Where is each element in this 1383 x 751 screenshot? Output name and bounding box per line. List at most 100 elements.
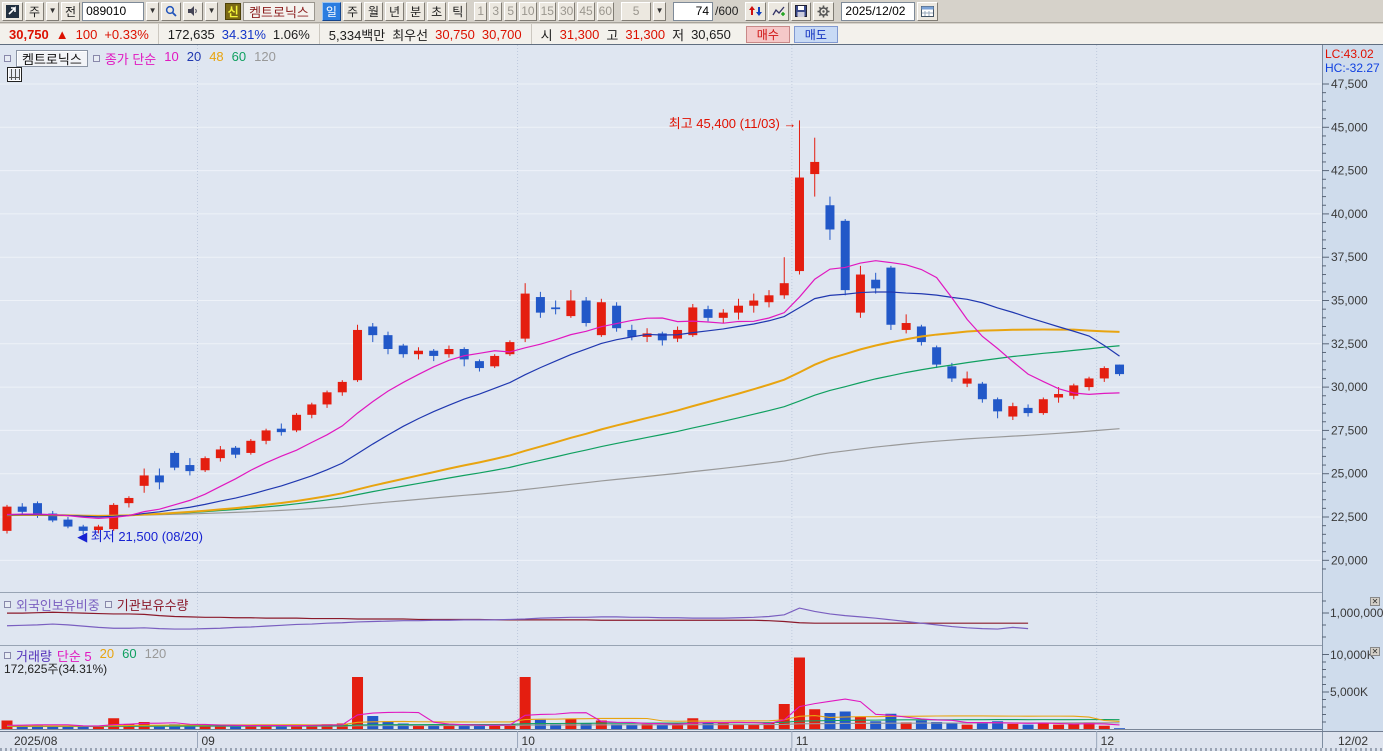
volume-pane[interactable]	[0, 645, 1322, 731]
low-price: 30,650	[691, 26, 731, 42]
open-label: 시	[540, 27, 553, 43]
interval-30-button[interactable]: 30	[557, 1, 576, 21]
legend-item: 20	[99, 646, 115, 661]
legend-item: 10	[164, 49, 179, 64]
close-icon: ✕	[1371, 646, 1379, 656]
prev-stock-button[interactable]: 전	[61, 1, 81, 21]
credit-badge: 신	[225, 2, 242, 20]
calendar-button[interactable]	[917, 1, 939, 21]
chevron-down-icon: ▼	[48, 6, 57, 15]
speaker-icon	[188, 6, 197, 16]
interval-1-button[interactable]: 1	[474, 1, 488, 21]
window-bottom-edge	[0, 748, 1383, 751]
stock-code-input[interactable]: 089010	[82, 1, 145, 21]
legend-checkbox-icon[interactable]	[4, 652, 11, 659]
volume-ratio: 34.31%	[221, 26, 266, 42]
sound-button[interactable]	[183, 1, 204, 21]
close-volume-pane-button[interactable]: ✕	[1370, 647, 1380, 656]
high-label: 고	[606, 27, 619, 43]
interval-select[interactable]: 5	[621, 1, 652, 21]
interval-45-button[interactable]: 45	[577, 1, 595, 21]
stock-code-value: 089010	[86, 4, 127, 18]
ma-legend: 종가 단순 10 20 48 60 120	[105, 49, 276, 68]
sell-button[interactable]: 매도	[793, 25, 838, 43]
stock-name-label: 켐트로닉스	[243, 1, 315, 21]
period-quick-dropdown[interactable]: ▼	[46, 1, 60, 21]
save-button[interactable]	[791, 1, 812, 21]
legend-item: 120	[254, 49, 276, 64]
institution-holdings-label: 기관보유수량	[116, 598, 189, 613]
low-label: 저	[672, 27, 685, 43]
volume-segment: 172,635 34.31% 1.06%	[159, 24, 320, 44]
tab-tick[interactable]: 틱	[448, 1, 468, 21]
calendar-icon	[921, 6, 935, 17]
stock-search-button[interactable]	[161, 1, 182, 21]
stock-name-button[interactable]: 켐트로닉스	[16, 50, 88, 67]
last-date-label: 12/02	[1337, 733, 1369, 748]
legend-checkbox-icon[interactable]	[4, 601, 11, 608]
period-quick-button[interactable]: 주	[25, 1, 45, 21]
settings-button[interactable]	[813, 1, 835, 21]
interval-3-button[interactable]: 3	[489, 1, 503, 21]
date-axis-label: 12	[1100, 734, 1115, 748]
interval-10-button[interactable]: 10	[519, 1, 537, 21]
tab-yearly[interactable]: 년	[385, 1, 405, 21]
trendline-icon	[772, 6, 786, 16]
stock-code-dropdown[interactable]: ▼	[146, 1, 160, 21]
price-change-pct: +0.33%	[104, 26, 149, 42]
volume-current-value: 172,625주(34.31%)	[4, 662, 108, 676]
legend-checkbox-icon[interactable]	[92, 55, 100, 62]
legend-item: 48	[209, 49, 224, 64]
price-axis[interactable]	[1322, 45, 1383, 731]
volume-ma-legend: 단순 5 20 60 120	[57, 646, 166, 665]
date-input[interactable]: 2025/12/02	[841, 1, 916, 21]
lc-value: LC:43.02	[1325, 47, 1374, 61]
trade-marker-button[interactable]	[745, 1, 767, 21]
interval-5-button[interactable]: 5	[504, 1, 518, 21]
tab-weekly[interactable]: 주	[342, 1, 362, 21]
foreign-holdings-label: 외국인보유비중	[16, 598, 100, 613]
data-table-icon[interactable]	[7, 67, 22, 82]
price-info-bar: 30,750 ▲ 100 +0.33% 172,635 34.31% 1.06%…	[0, 24, 1383, 45]
legend-item: 단순 5	[56, 649, 92, 664]
main-legend: 켐트로닉스 종가 단순 10 20 48 60 120	[4, 49, 276, 68]
main-chart-pane[interactable]	[0, 45, 1322, 592]
legend-checkbox-icon[interactable]	[104, 601, 112, 608]
open-price: 31,300	[559, 26, 600, 42]
interval-15-button[interactable]: 15	[538, 1, 556, 21]
date-axis-label: 09	[201, 734, 215, 748]
best-ask: 30,700	[481, 26, 522, 42]
date-value: 2025/12/02	[845, 4, 906, 18]
holdings-pane[interactable]	[0, 592, 1322, 645]
current-price: 30,750	[9, 26, 49, 42]
tab-daily[interactable]: 일	[321, 1, 341, 21]
tab-monthly[interactable]: 월	[364, 1, 384, 21]
tab-second[interactable]: 초	[427, 1, 447, 21]
volume-title: 거래량	[16, 649, 52, 664]
buy-button[interactable]: 매수	[745, 25, 790, 43]
trade-amount: 5,334백만	[328, 27, 386, 43]
candle-count-input[interactable]: 74	[673, 1, 714, 21]
legend-checkbox-icon[interactable]	[4, 55, 11, 62]
sound-dropdown[interactable]: ▼	[205, 1, 219, 21]
close-holdings-pane-button[interactable]: ✕	[1370, 597, 1380, 606]
search-icon	[165, 5, 177, 17]
floppy-disk-icon	[795, 5, 808, 17]
date-axis-label: 2025/08	[14, 734, 58, 748]
hc-value: HC:-32.27	[1325, 61, 1380, 75]
date-axis[interactable]: 12/02 2025/08 09 10 11 12	[0, 731, 1383, 749]
amount-segment: 5,334백만 최우선 30,750 30,700	[320, 24, 532, 44]
window-menu-button[interactable]	[2, 1, 23, 21]
buy-sell-arrows-icon	[749, 6, 763, 16]
candle-max-label: /600	[715, 4, 739, 18]
interval-60-button[interactable]: 60	[596, 1, 615, 21]
last-date-box: 12/02	[1322, 732, 1383, 749]
tab-minute[interactable]: 분	[406, 1, 426, 21]
gear-icon	[817, 5, 830, 17]
volume-axis-10000k: 10,000K	[1330, 648, 1375, 662]
close-icon: ✕	[1371, 596, 1379, 606]
chart-toolbar: 주 ▼ 전 089010 ▼ ▼ 신 켐트로닉스 일 주 월 년 분 초 틱 1…	[0, 0, 1383, 23]
trendline-tool-button[interactable]	[768, 1, 790, 21]
interval-select-dropdown[interactable]: ▼	[653, 1, 667, 21]
